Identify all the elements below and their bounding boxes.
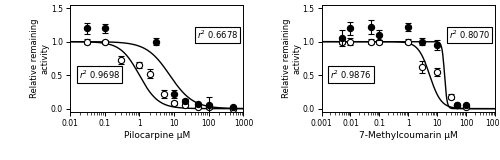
Text: $r^2$ 0.8070: $r^2$ 0.8070	[449, 29, 490, 41]
X-axis label: Pilocarpine μM: Pilocarpine μM	[124, 131, 190, 140]
Y-axis label: Relative remaining
activity: Relative remaining activity	[30, 19, 50, 98]
Text: $r^2$ 0.6678: $r^2$ 0.6678	[197, 29, 238, 41]
X-axis label: 7-Methylcoumarin μM: 7-Methylcoumarin μM	[359, 131, 458, 140]
Text: $r^2$ 0.9876: $r^2$ 0.9876	[330, 68, 372, 81]
Text: $r^2$ 0.9698: $r^2$ 0.9698	[78, 68, 120, 81]
Y-axis label: Relative remaining
activity: Relative remaining activity	[282, 19, 301, 98]
